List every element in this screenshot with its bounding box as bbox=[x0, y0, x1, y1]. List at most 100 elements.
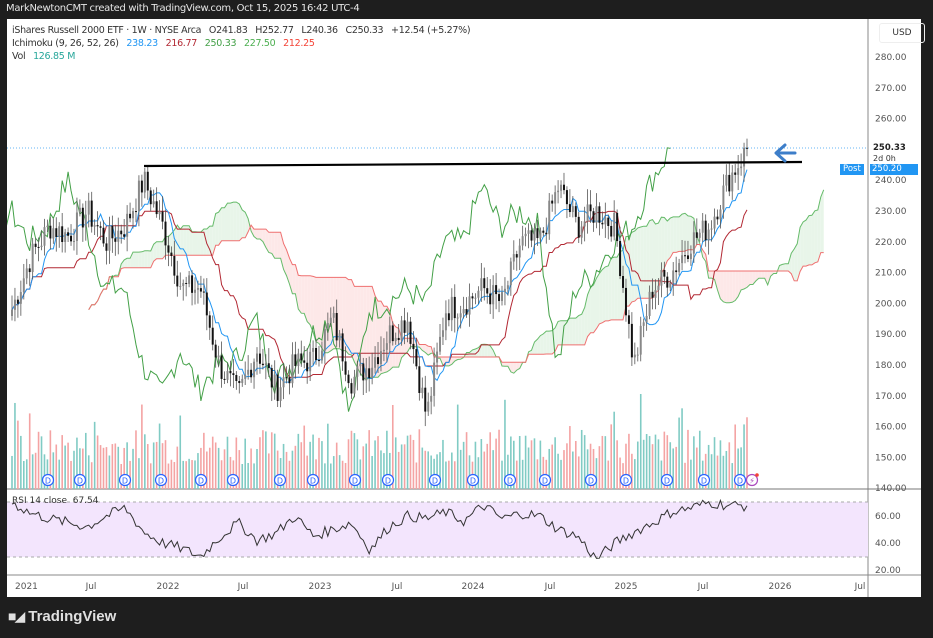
dividend-icon[interactable] bbox=[503, 473, 517, 487]
attribution-header: MarkNewtonCMT created with TradingView.c… bbox=[6, 3, 360, 14]
time-tick: Jul bbox=[391, 582, 403, 592]
dividend-icon[interactable] bbox=[381, 473, 395, 487]
svg-text:D: D bbox=[623, 477, 629, 486]
dividend-icon[interactable] bbox=[660, 473, 674, 487]
svg-text:D: D bbox=[737, 477, 743, 486]
ohlc-high: H252.77 bbox=[255, 25, 294, 36]
senkou-a-value: 227.50 bbox=[243, 38, 276, 49]
price-tick: 150.00 bbox=[875, 453, 907, 463]
svg-text:D: D bbox=[701, 477, 707, 486]
tradingview-logo-text: TradingView bbox=[28, 608, 117, 625]
tradingview-logo-icon: ■◢ bbox=[8, 608, 25, 624]
ichimoku-lines bbox=[7, 147, 825, 412]
price-tick: 200.00 bbox=[875, 299, 907, 309]
dividend-icon[interactable] bbox=[466, 473, 480, 487]
tenkan-value: 238.23 bbox=[126, 38, 158, 49]
dividend-icon[interactable] bbox=[226, 473, 240, 487]
price-tick: 210.00 bbox=[875, 269, 907, 279]
kijun-value: 216.77 bbox=[165, 38, 198, 49]
symbol-title: iShares Russell 2000 ETF · 1W · NYSE Arc… bbox=[12, 25, 202, 36]
rsi-value: 67.54 bbox=[72, 496, 99, 506]
price-tick: 160.00 bbox=[875, 423, 907, 433]
price-tick: 280.00 bbox=[875, 53, 907, 63]
chart-frame[interactable]: D D D D D D D D D D D D D D D D D D D ⚡ 280.00 270.00 260.00 2… bbox=[7, 19, 925, 597]
svg-text:D: D bbox=[385, 477, 391, 486]
dividend-icon[interactable] bbox=[118, 473, 132, 487]
ohlc-low: L240.36 bbox=[301, 25, 338, 36]
post-market-badge: Post bbox=[840, 164, 864, 175]
price-candles bbox=[11, 138, 748, 427]
price-tick: 240.00 bbox=[875, 176, 907, 186]
dividend-icon[interactable] bbox=[733, 473, 747, 487]
tradingview-logo: ■◢ TradingView bbox=[8, 608, 116, 625]
volume-label: Vol bbox=[12, 51, 26, 62]
price-tick: 220.00 bbox=[875, 238, 907, 248]
senkou-b-value: 212.25 bbox=[283, 38, 315, 49]
svg-text:D: D bbox=[470, 477, 476, 486]
dividend-icon[interactable] bbox=[428, 473, 442, 487]
dividend-icon[interactable] bbox=[584, 473, 598, 487]
chikou-value: 250.33 bbox=[204, 38, 237, 49]
dividend-icon[interactable] bbox=[73, 473, 87, 487]
dividend-icon[interactable] bbox=[273, 473, 287, 487]
dividend-icon[interactable] bbox=[306, 473, 320, 487]
post-market-price: 250.20 bbox=[870, 164, 918, 175]
volume-legend[interactable]: Vol 126.85 M bbox=[12, 51, 80, 62]
rsi-tick: 40.00 bbox=[875, 539, 901, 549]
price-tick: 190.00 bbox=[875, 330, 907, 340]
svg-text:D: D bbox=[45, 477, 51, 486]
symbol-legend[interactable]: iShares Russell 2000 ETF · 1W · NYSE Arc… bbox=[12, 25, 475, 36]
svg-text:D: D bbox=[230, 477, 236, 486]
svg-text:D: D bbox=[277, 477, 283, 486]
time-axis-ticks: 2021 Jul 2022 Jul 2023 Jul 2024 Jul 2025 Jul 2026 J… bbox=[15, 582, 865, 592]
dividend-icon[interactable] bbox=[194, 473, 208, 487]
price-axis-ticks: 280.00 270.00 260.00 240.00 230.00 220.00 210.… bbox=[875, 53, 907, 494]
dividend-icon[interactable] bbox=[697, 473, 711, 487]
ohlc-open: O241.83 bbox=[208, 25, 248, 36]
time-tick: 2022 bbox=[157, 582, 180, 592]
rsi-tick: 60.00 bbox=[875, 512, 901, 522]
rsi-label: RSI 14 close bbox=[12, 496, 67, 506]
time-tick: Jul bbox=[85, 582, 97, 592]
price-tick: 260.00 bbox=[875, 115, 907, 125]
dividend-markers: D D D D D D D D D D D D D D D D D D D ⚡ bbox=[41, 473, 759, 487]
svg-text:D: D bbox=[310, 477, 316, 486]
price-tick: 230.00 bbox=[875, 207, 907, 217]
volume-value: 126.85 M bbox=[33, 51, 76, 62]
dividend-icon[interactable] bbox=[348, 473, 362, 487]
dividend-icon[interactable] bbox=[41, 473, 55, 487]
time-tick: 2021 bbox=[15, 582, 38, 592]
svg-text:D: D bbox=[664, 477, 670, 486]
ichimoku-cloud bbox=[88, 189, 824, 380]
time-tick: Jul bbox=[854, 582, 866, 592]
time-tick: 2025 bbox=[615, 582, 638, 592]
ichimoku-legend[interactable]: Ichimoku (9, 26, 52, 26) 238.23 216.77 2… bbox=[12, 38, 320, 49]
dividend-icon[interactable] bbox=[154, 473, 168, 487]
svg-text:⚡: ⚡ bbox=[749, 477, 755, 486]
currency-button[interactable]: USD bbox=[879, 23, 925, 43]
chart-canvas[interactable]: D D D D D D D D D D D D D D D D D D D ⚡ 280.00270.00260.002… bbox=[7, 19, 921, 597]
svg-text:D: D bbox=[122, 477, 128, 486]
dividend-icon[interactable] bbox=[619, 473, 633, 487]
earnings-icon[interactable] bbox=[745, 473, 759, 487]
rsi-legend[interactable]: RSI 14 close 67.54 bbox=[12, 496, 98, 506]
price-tick: 270.00 bbox=[875, 84, 907, 94]
time-tick: Jul bbox=[237, 582, 249, 592]
ohlc-change: +12.54 (+5.27%) bbox=[391, 25, 471, 36]
rsi-axis-ticks: 60.00 40.00 20.00 bbox=[875, 512, 901, 576]
left-arrow-icon bbox=[774, 143, 797, 163]
price-tick: 170.00 bbox=[875, 392, 907, 402]
ichimoku-label: Ichimoku (9, 26, 52, 26) bbox=[12, 38, 119, 49]
time-tick: Jul bbox=[697, 582, 709, 592]
bar-countdown: 2d 0h bbox=[873, 154, 896, 163]
svg-text:D: D bbox=[198, 477, 204, 486]
svg-text:D: D bbox=[352, 477, 358, 486]
last-price-label: 250.33 bbox=[873, 143, 906, 153]
time-tick: Jul bbox=[544, 582, 556, 592]
svg-text:D: D bbox=[542, 477, 548, 486]
resistance-trendline bbox=[143, 160, 803, 168]
svg-text:D: D bbox=[507, 477, 513, 486]
rsi-line bbox=[11, 498, 748, 559]
rsi-tick: 20.00 bbox=[875, 566, 901, 576]
dividend-icon[interactable] bbox=[538, 473, 552, 487]
